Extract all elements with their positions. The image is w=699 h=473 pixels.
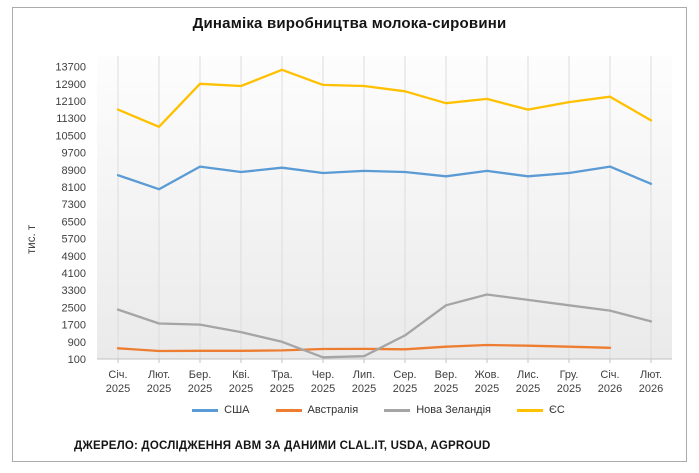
legend-label: Австралія [307, 404, 359, 416]
x-tick-label-year: 2025 [106, 383, 130, 395]
y-tick-label: 8900 [62, 165, 86, 177]
legend-item-1: Австралія [275, 404, 359, 416]
y-tick-label: 9700 [62, 148, 86, 160]
legend-item-2: Нова Зеландія [384, 404, 491, 416]
source-note: ДЖЕРЕЛО: ДОСЛІДЖЕННЯ АВМ ЗА ДАНИМИ CLAL.… [74, 440, 491, 452]
legend-label: Нова Зеландія [416, 404, 491, 416]
x-tick-label-year: 2025 [557, 383, 581, 395]
x-tick-label-year: 2025 [516, 383, 540, 395]
x-tick-label-month: Лют. [148, 369, 170, 381]
x-tick-label-month: Вер. [435, 369, 458, 381]
x-tick-label-year: 2025 [393, 383, 417, 395]
legend: США Австралія Нова Зеландія ЄС [0, 404, 699, 416]
x-tick-label-month: Бер. [189, 369, 212, 381]
x-tick-label-month: Гру. [560, 369, 579, 381]
y-tick-label: 4900 [62, 251, 86, 263]
x-tick-label-year: 2026 [598, 383, 622, 395]
y-tick-label: 4100 [62, 268, 86, 280]
x-tick-label-year: 2025 [434, 383, 458, 395]
y-tick-label: 10500 [55, 130, 86, 142]
y-tick-label: 900 [68, 337, 86, 349]
legend-swatch [192, 408, 219, 412]
y-tick-label: 13700 [55, 62, 86, 74]
x-tick-label-month: Тра. [271, 369, 292, 381]
legend-swatch [384, 408, 411, 412]
series-line-0 [116, 165, 653, 191]
x-tick-label-month: Лип. [353, 369, 375, 381]
x-tick-label-year: 2026 [639, 383, 663, 395]
x-tick-label-month: Лют. [640, 369, 662, 381]
x-tick-label-year: 2025 [270, 383, 294, 395]
series-line-1 [116, 343, 612, 353]
x-tick-label-month: Кві. [232, 369, 250, 381]
y-tick-label: 2500 [62, 302, 86, 314]
x-tick-label-month: Січ. [600, 369, 619, 381]
chart-title: Динаміка виробництва молока-сировини [192, 15, 507, 32]
y-tick-label: 8100 [62, 182, 86, 194]
x-tick-label-year: 2025 [311, 383, 335, 395]
x-tick-label-year: 2025 [352, 383, 376, 395]
x-tick-label-month: Сер. [393, 369, 416, 381]
y-tick-label: 12100 [55, 96, 86, 108]
y-tick-label: 11300 [56, 113, 86, 125]
y-tick-label: 6500 [62, 216, 86, 228]
series-line-3 [116, 68, 653, 128]
x-tick-label-year: 2025 [229, 383, 253, 395]
x-tick-label-year: 2025 [147, 383, 171, 395]
y-tick-label: 3300 [62, 285, 86, 297]
legend-item-3: ЄС [516, 404, 565, 416]
legend-swatch [275, 408, 302, 412]
series-line-2 [116, 293, 653, 359]
x-tick-label-month: Чер. [312, 369, 335, 381]
legend-swatch [516, 408, 543, 412]
plot-area [97, 56, 672, 359]
y-tick-label: 12900 [55, 79, 86, 91]
x-tick-label-year: 2025 [475, 383, 499, 395]
x-tick-label-month: Січ. [108, 369, 127, 381]
y-tick-label: 100 [68, 354, 86, 366]
legend-label: ЄС [548, 404, 565, 416]
y-tick-label: 5700 [62, 234, 86, 246]
y-tick-label: 7300 [62, 199, 86, 211]
legend-item-0: США [192, 404, 250, 416]
y-tick-label: 1700 [62, 320, 86, 332]
legend-label: США [224, 404, 250, 416]
x-tick-label-month: Жов. [474, 369, 499, 381]
x-tick-label-year: 2025 [188, 383, 212, 395]
x-tick-label-month: Лис. [517, 369, 539, 381]
